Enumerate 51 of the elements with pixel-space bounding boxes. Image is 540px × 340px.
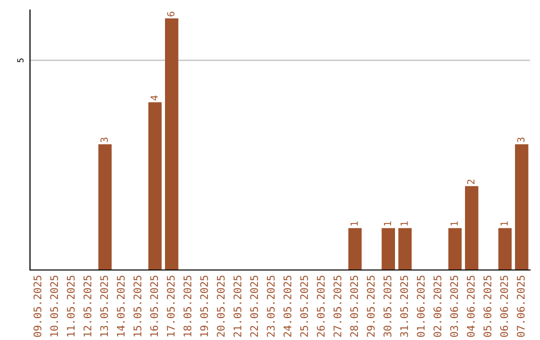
bar [398,228,412,270]
bar [98,144,112,270]
x-tick-label: 14.05.2025 [116,276,125,336]
bar [148,102,162,270]
bar [498,228,512,270]
data-label: 1 [400,221,408,226]
x-tick-label: 19.05.2025 [200,276,208,336]
x-tick-label: 10.05.2025 [50,276,58,336]
bar [448,228,462,270]
x-tick-label: 30.05.2025 [384,276,392,337]
x-tick-label: 25.05.2025 [300,276,308,337]
data-label: 6 [167,12,175,16]
x-tick-label: 22.05.2025 [250,276,258,337]
data-label: 1 [384,221,392,226]
x-tick-label: 04.06.2025 [466,276,475,337]
x-tick-label: 01.06.2025 [416,276,425,337]
bar [382,228,395,270]
x-tick-label: 18.05.2025 [184,276,192,336]
x-tick-label: 09.05.2025 [34,276,42,337]
x-tick-label: 13.05.2025 [100,276,108,336]
data-label: 1 [450,221,458,226]
x-tick-label: 06.06.2025 [500,276,508,337]
x-tick-label: 24.05.2025 [284,276,292,337]
data-label: 3 [100,138,108,142]
x-tick-label: 15.05.2025 [134,276,142,336]
x-tick-label: 28.05.2025 [350,276,358,337]
data-label: 3 [517,138,525,142]
x-tick-label: 12.05.2025 [84,276,92,336]
x-tick-label: 07.06.2025 [516,276,525,337]
x-tick-label: 05.06.2025 [484,276,492,337]
x-tick-label: 26.05.2025 [316,276,325,337]
x-tick-label: 23.05.2025 [266,276,275,337]
x-tick-label: 03.06.2025 [450,276,458,337]
bar [348,228,362,270]
bar [465,186,478,270]
data-label: 1 [500,221,508,226]
y-tick-label: 5 [17,58,24,62]
bar [165,18,178,270]
x-tick-label: 31.05.2025 [400,276,408,337]
bar [515,144,528,270]
x-tick-label: 02.06.2025 [434,276,442,337]
x-tick-label: 16.05.2025 [150,276,158,336]
data-label: 2 [467,180,474,184]
data-label: 4 [150,95,158,100]
x-tick-label: 21.05.2025 [234,276,242,337]
x-tick-label: 27.05.2025 [334,276,342,337]
x-tick-label: 20.05.2025 [216,276,225,337]
x-tick-label: 29.05.2025 [366,276,375,337]
x-tick-label: 11.05.2025 [66,276,75,336]
x-tick-label: 17.05.2025 [166,276,175,336]
data-label: 1 [350,221,358,226]
